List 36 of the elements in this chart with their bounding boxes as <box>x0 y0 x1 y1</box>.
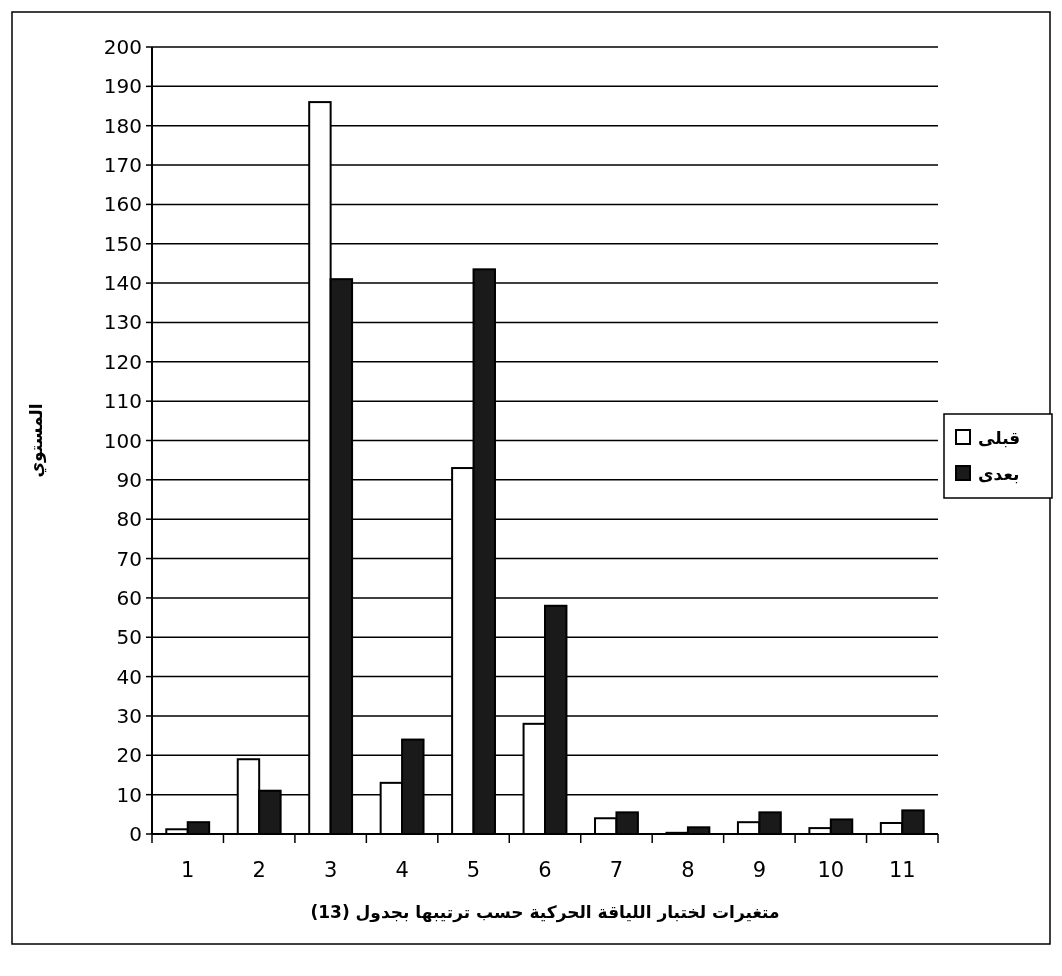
y-tick-label: 0 <box>129 822 142 846</box>
y-tick-label: 20 <box>116 743 142 768</box>
x-tick-label: 8 <box>681 858 695 882</box>
y-tick-label: 130 <box>103 310 142 335</box>
x-axis-title: متغيرات لختبار اللياقة الحركية حسب ترتيبها بجدول (13) <box>310 902 780 923</box>
x-tick-label: 4 <box>395 858 409 882</box>
x-tick-label: 5 <box>466 858 481 882</box>
legend-label: بعدى <box>978 464 1020 484</box>
legend-label: قبلى <box>978 428 1021 448</box>
y-tick-label: 50 <box>116 625 142 650</box>
y-tick-label: 100 <box>103 428 142 453</box>
y-tick-label: 180 <box>103 113 142 138</box>
y-tick-label: 40 <box>116 664 142 689</box>
y-tick-label: 90 <box>116 467 142 492</box>
x-tick-label: 10 <box>817 858 845 882</box>
y-tick-label: 150 <box>103 231 142 256</box>
x-tick-label: 9 <box>752 858 767 882</box>
y-tick-label: 30 <box>116 703 142 728</box>
y-tick-label: 140 <box>103 271 142 296</box>
y-tick-label: 70 <box>116 546 142 571</box>
y-tick-label: 80 <box>116 507 142 532</box>
x-tick-label: 11 <box>888 858 916 882</box>
y-axis-title: المستوي <box>26 403 47 478</box>
y-tick-label: 10 <box>116 782 142 807</box>
x-tick-label: 3 <box>323 858 338 882</box>
x-tick-label: 7 <box>609 858 624 882</box>
y-tick-label: 160 <box>103 192 142 217</box>
y-tick-label: 60 <box>116 585 142 610</box>
x-tick-label: 2 <box>252 858 266 882</box>
x-tick-label: 1 <box>181 858 195 882</box>
y-tick-label: 120 <box>103 349 142 374</box>
y-tick-label: 110 <box>103 389 142 414</box>
y-tick-label: 200 <box>103 35 142 59</box>
y-tick-label: 190 <box>103 74 142 99</box>
x-tick-label: 6 <box>538 858 552 882</box>
y-tick-label: 170 <box>103 153 142 178</box>
